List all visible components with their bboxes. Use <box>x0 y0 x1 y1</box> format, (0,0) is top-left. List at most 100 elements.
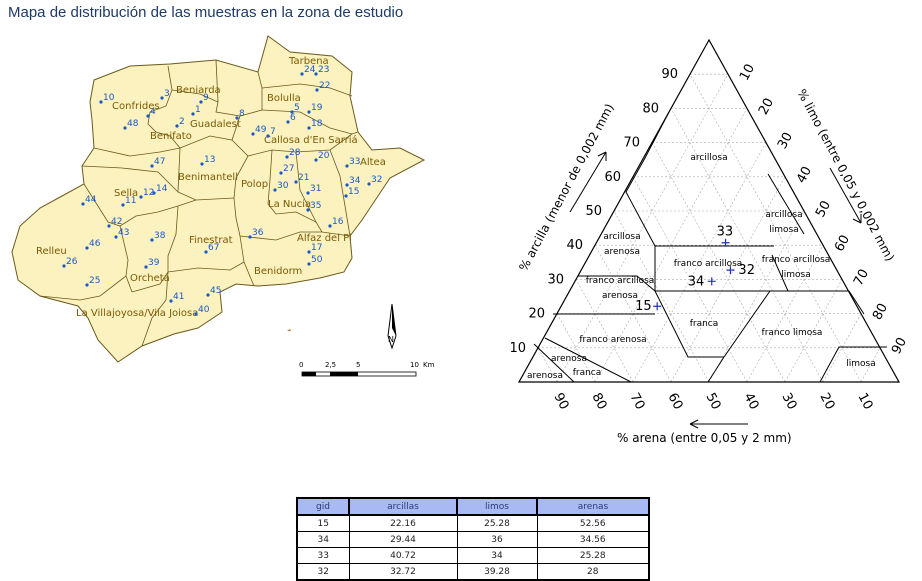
column-header-arenas[interactable]: arenas <box>536 497 650 516</box>
silt-tick-label: 60 <box>832 233 853 255</box>
silt-axis-arrow <box>829 167 862 224</box>
sample-point[interactable] <box>345 164 349 168</box>
sample-point[interactable] <box>206 293 210 297</box>
sample-point[interactable] <box>266 134 270 138</box>
sample-point[interactable] <box>160 96 164 100</box>
sample-point-label: 32 <box>371 175 382 185</box>
municipality-label: Altea <box>360 157 386 168</box>
sample-point[interactable] <box>300 72 304 76</box>
municipality-label: Benimantell <box>178 172 238 183</box>
column-header-gid[interactable]: gid <box>296 497 350 516</box>
sample-point-label: 45 <box>210 286 221 296</box>
sample-point[interactable] <box>315 88 319 92</box>
sample-point[interactable] <box>107 224 111 228</box>
sample-point[interactable] <box>99 100 103 104</box>
municipality-label: La Nucia <box>268 199 311 210</box>
sample-point[interactable] <box>85 283 89 287</box>
sample-marker[interactable] <box>721 238 730 247</box>
sample-point-label: 5 <box>294 103 300 113</box>
sample-point[interactable] <box>114 235 118 239</box>
municipality-label: Sella <box>114 188 138 199</box>
sample-point[interactable] <box>251 132 255 136</box>
sample-point[interactable] <box>235 116 239 120</box>
sample-point[interactable] <box>85 246 89 250</box>
sample-point-label: 50 <box>311 255 323 265</box>
cell-limos: 34 <box>456 547 538 564</box>
clay-tick-label: 10 <box>509 341 526 356</box>
clay-tick-label: 40 <box>566 238 583 253</box>
municipality-label: Polop <box>241 179 268 190</box>
sample-point[interactable] <box>121 203 125 207</box>
sample-point[interactable] <box>123 126 127 130</box>
sample-point-label: 40 <box>198 305 210 315</box>
table-row[interactable]: 15 22.16 25.28 52.56 <box>296 514 650 532</box>
scale-bar: 0 2,5 5 10 Km <box>299 361 435 377</box>
islet <box>287 329 291 331</box>
cell-arcillas: 29.44 <box>348 531 458 548</box>
sample-point[interactable] <box>194 312 198 316</box>
sample-point[interactable] <box>248 235 252 239</box>
sample-point-label: 10 <box>103 93 115 103</box>
sample-marker[interactable] <box>653 302 662 311</box>
sample-point-label: 1 <box>195 105 201 115</box>
sample-point[interactable] <box>307 250 311 254</box>
sample-point[interactable] <box>279 171 283 175</box>
samples-table: gid arcillas limos arenas 15 22.16 25.28… <box>296 497 650 581</box>
clay-tick-label: 70 <box>623 136 640 151</box>
sample-point[interactable] <box>169 299 173 303</box>
texture-class-label: arcillosa arenosa <box>603 232 640 257</box>
sample-point[interactable] <box>285 155 289 159</box>
sample-point[interactable] <box>306 191 310 195</box>
sample-point[interactable] <box>307 126 311 130</box>
sample-point-label: 14 <box>156 184 168 194</box>
texture-class-label: franco arcillosa <box>674 259 743 269</box>
sample-point[interactable] <box>294 180 298 184</box>
sample-point[interactable] <box>139 195 143 199</box>
municipality-label: Orcheta <box>130 273 170 284</box>
sample-marker[interactable] <box>726 266 735 275</box>
sample-point[interactable] <box>273 188 277 192</box>
sample-point[interactable] <box>307 110 311 114</box>
sample-point[interactable] <box>286 120 290 124</box>
sample-point-label: 49 <box>255 125 267 135</box>
sample-point[interactable] <box>200 162 204 166</box>
clay-tick-label: 90 <box>661 67 678 82</box>
cell-gid: 15 <box>296 514 350 532</box>
texture-class-label: arcillosa <box>690 153 727 163</box>
table-row[interactable]: 32 32.72 39.28 28 <box>296 563 650 581</box>
column-header-arcillas[interactable]: arcillas <box>348 497 458 516</box>
sample-point-label: 44 <box>85 195 97 205</box>
clay-tick-label: 80 <box>642 101 659 116</box>
sample-point[interactable] <box>314 72 318 76</box>
cell-arcillas: 22.16 <box>348 514 458 532</box>
sample-point[interactable] <box>306 208 310 212</box>
texture-class-label: franco arcillosa limosa <box>762 255 831 280</box>
sample-point-label: 42 <box>111 217 122 227</box>
sample-point[interactable] <box>314 158 318 162</box>
sample-marker[interactable] <box>707 277 716 286</box>
sample-point[interactable] <box>144 265 148 269</box>
sample-point[interactable] <box>290 110 294 114</box>
sample-point[interactable] <box>307 262 311 266</box>
sample-point[interactable] <box>328 224 332 228</box>
sample-point[interactable] <box>62 264 66 268</box>
sample-point[interactable] <box>191 112 195 116</box>
sample-point-label: 11 <box>125 196 136 206</box>
sample-point[interactable] <box>344 194 348 198</box>
sample-point[interactable] <box>152 191 156 195</box>
table-row[interactable]: 33 40.72 34 25.28 <box>296 547 650 564</box>
sample-point[interactable] <box>175 124 179 128</box>
municipality-label: Benifato <box>150 131 192 142</box>
column-header-limos[interactable]: limos <box>456 497 538 516</box>
sample-point[interactable] <box>345 183 349 187</box>
sample-point-label: 20 <box>318 151 330 161</box>
sample-point[interactable] <box>146 114 150 118</box>
table-row[interactable]: 34 29.44 36 34.56 <box>296 531 650 548</box>
sample-point[interactable] <box>150 238 154 242</box>
sample-point-label: 25 <box>89 276 100 286</box>
sample-point[interactable] <box>367 182 371 186</box>
sample-point[interactable] <box>199 100 203 104</box>
sample-point[interactable] <box>150 164 154 168</box>
sample-point[interactable] <box>81 202 85 206</box>
sample-point[interactable] <box>204 250 208 254</box>
